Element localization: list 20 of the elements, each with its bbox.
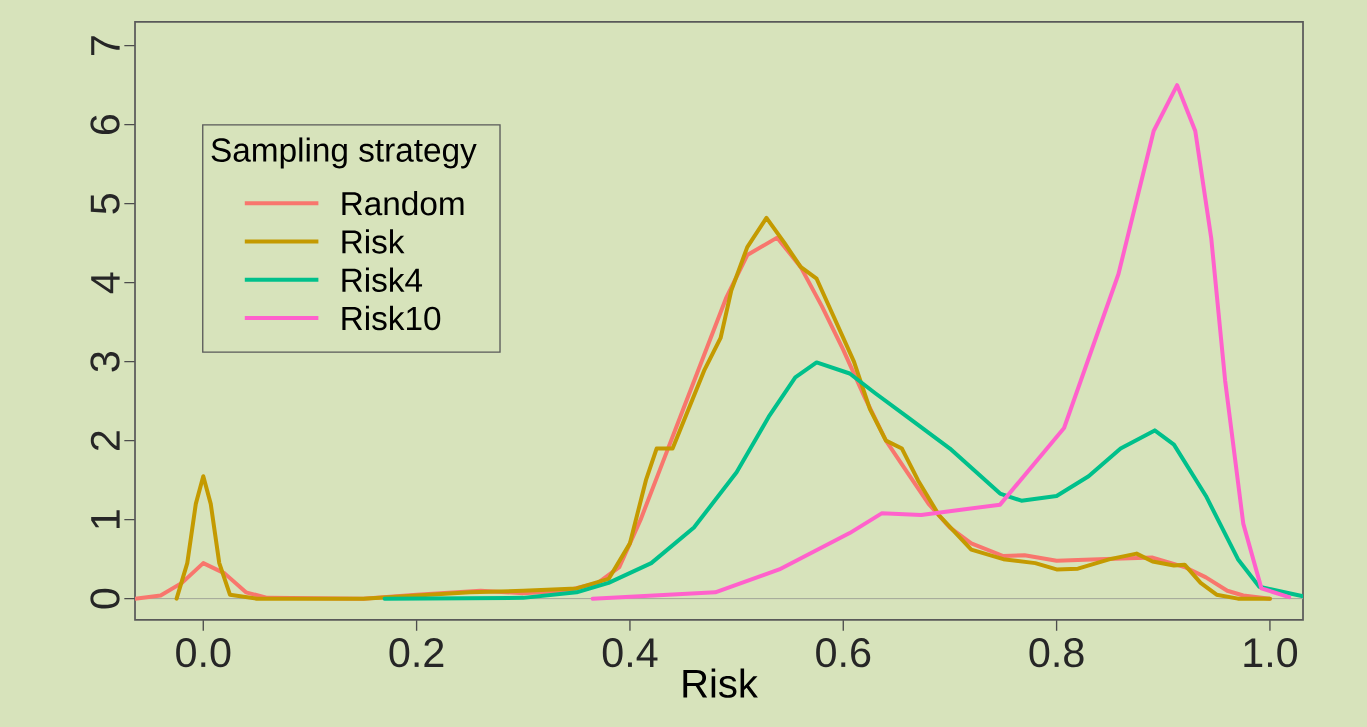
y-tick-label: 2 [90, 431, 120, 451]
y-tick-label: 4 [91, 272, 120, 294]
legend-title: Sampling strategy [211, 137, 477, 169]
y-tick-label: 7 [91, 36, 120, 56]
x-tick-label: 0.8 [1029, 638, 1084, 668]
y-tick-label: 1 [91, 510, 120, 528]
y-tick-label: 0 [90, 588, 120, 609]
x-axis-title: Risk [683, 668, 758, 698]
y-tick-label: 6 [90, 114, 120, 135]
legend-label: Risk [342, 229, 405, 254]
legend-label: Random [342, 190, 464, 216]
x-tick-label: 0.6 [816, 638, 871, 668]
x-tick-label: 0.2 [389, 638, 444, 668]
legend-label: Risk10 [342, 305, 441, 331]
y-tick-label: 3 [90, 351, 120, 372]
legend-label: Risk4 [342, 267, 423, 292]
x-tick-label: 1.0 [1244, 638, 1298, 668]
y-tick-label: 5 [90, 193, 120, 214]
x-tick-label: 0.4 [602, 638, 658, 668]
x-tick-label: 0.0 [176, 638, 231, 668]
